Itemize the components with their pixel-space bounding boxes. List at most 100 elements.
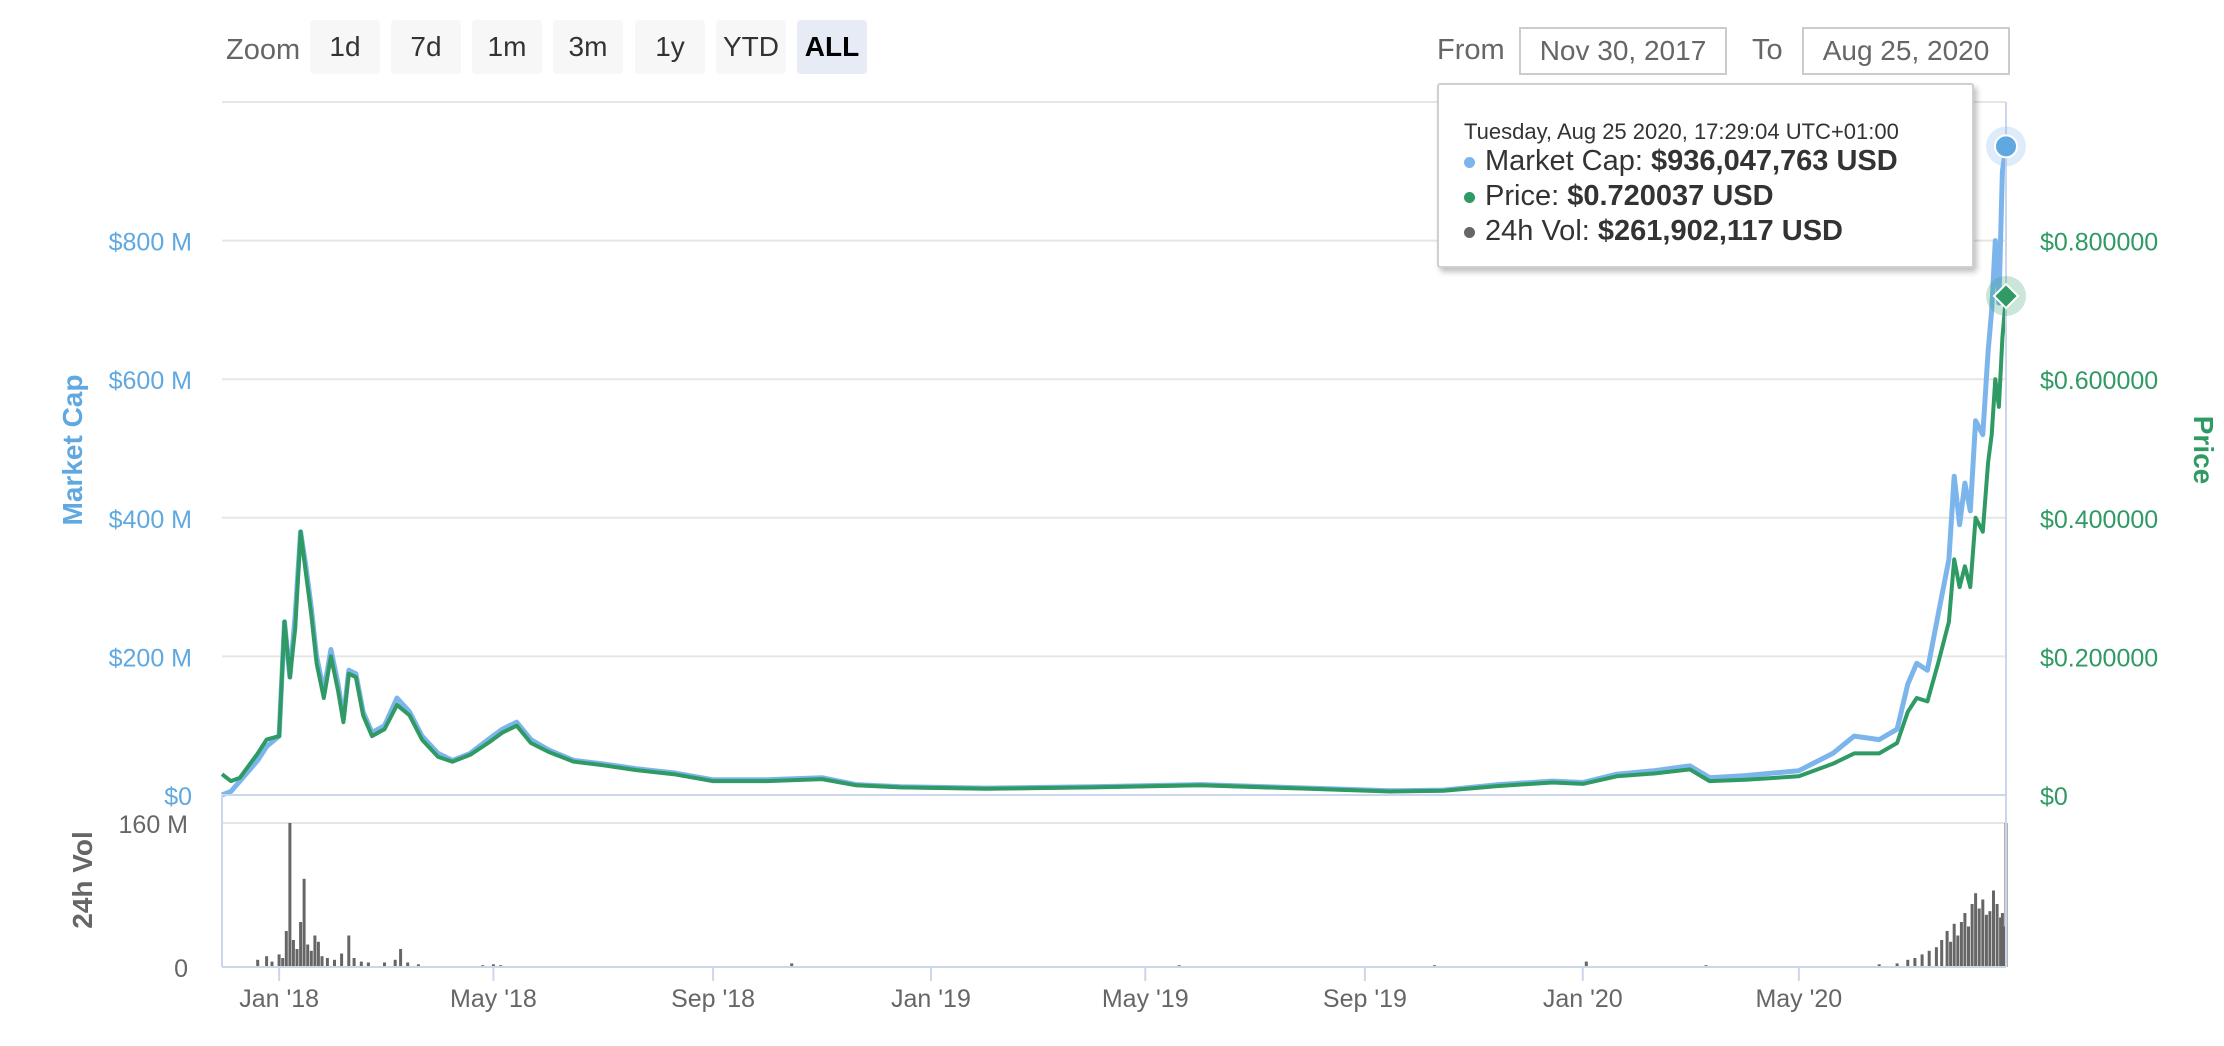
volume-bar <box>1949 941 1953 967</box>
market-cap-dot-icon <box>1464 156 1475 168</box>
range-from-label: From <box>1437 34 1505 66</box>
zoom-1y-button[interactable]: 1y <box>635 20 705 74</box>
zoom-3m-button[interactable]: 3m <box>553 20 623 74</box>
volume-bar <box>333 959 336 967</box>
tooltip-market-cap-value: $936,047,763 USD <box>1651 145 1898 177</box>
volume-bar <box>288 823 292 967</box>
volume-bar <box>340 953 344 967</box>
zoom-ytd-button[interactable]: YTD <box>716 20 786 74</box>
volume-bar <box>383 962 386 967</box>
volume-bar <box>281 958 285 967</box>
volume-bar <box>325 958 329 967</box>
x-tick-label: Jan '20 <box>1543 985 1623 1013</box>
volume-bar <box>2000 913 2004 967</box>
volume-bar <box>316 941 320 967</box>
label-layer: Market Cap Price 24h Vol $0 $200 M $400 M $… <box>57 229 2219 1013</box>
market-cap-hover-marker <box>1994 134 2018 159</box>
volume-bar <box>406 962 410 967</box>
x-tick-label: Jan '18 <box>239 985 319 1013</box>
zoom-1d-button[interactable]: 1d <box>310 20 380 74</box>
volume-tick-label: 0 <box>174 955 188 983</box>
volume-bar <box>1956 935 1960 967</box>
axis-layer <box>221 102 2007 968</box>
x-tick-label: May '18 <box>450 985 537 1013</box>
volume-bar <box>1963 913 1967 967</box>
volume-bar <box>1906 959 1910 967</box>
volume-bar <box>302 878 306 967</box>
range-to-input[interactable]: Aug 25, 2020 <box>1802 27 2010 75</box>
volume-bar <box>320 956 324 967</box>
x-tick-label: Sep '18 <box>671 985 755 1013</box>
zoom-7d-button[interactable]: 7d <box>391 20 461 74</box>
volume-axis-title: 24h Vol <box>67 831 98 929</box>
volume-bar <box>1970 904 1974 967</box>
tooltip-volume-row: 24h Vol: $261,902,117 USD <box>1464 215 1843 248</box>
market-cap-tick-label: $400 M <box>109 506 192 534</box>
volume-bar <box>1977 908 1981 967</box>
price-tick-label: $0.800000 <box>2040 229 2158 257</box>
volume-bar <box>313 935 317 967</box>
volume-bar <box>1995 904 1999 967</box>
volume-bar <box>265 956 269 967</box>
market-cap-tick-label: $200 M <box>109 644 192 672</box>
price-hover-marker <box>1992 282 2020 310</box>
price-tick-label: $0.600000 <box>2040 367 2158 395</box>
x-tick-label: May '19 <box>1102 985 1189 1013</box>
price-tick-label: $0.200000 <box>2040 644 2158 672</box>
volume-bar <box>277 954 281 967</box>
range-from-input[interactable]: Nov 30, 2017 <box>1519 27 1727 75</box>
volume-bar <box>347 935 351 967</box>
volume-bar <box>1945 931 1949 967</box>
volume-bar <box>790 963 794 967</box>
volume-bar <box>1920 954 1924 967</box>
zoom-all-button[interactable]: ALL <box>797 20 867 74</box>
volume-bar <box>1981 899 1985 967</box>
volume-bar <box>491 964 495 967</box>
zoom-label: Zoom <box>226 34 301 66</box>
market-cap-tick-label: $600 M <box>109 367 192 395</box>
tooltip-price-value: $0.720037 USD <box>1567 180 1774 212</box>
volume-bar <box>270 961 274 967</box>
volume-bar <box>1988 911 1992 967</box>
volume-dot-icon <box>1464 226 1475 238</box>
volume-bar <box>1984 914 1988 967</box>
tooltip-volume-value: $261,902,117 USD <box>1597 215 1843 247</box>
tooltip-market-cap-label: Market Cap: <box>1485 145 1643 177</box>
range-to-label: To <box>1752 34 1783 66</box>
grid-layer <box>222 101 2006 981</box>
volume-bar <box>1967 926 1970 967</box>
volume-bar <box>299 922 303 967</box>
tooltip-price-label: Price: <box>1485 180 1560 212</box>
price-tick-label: $0.400000 <box>2040 506 2158 534</box>
price-axis-title: Price <box>2188 416 2219 485</box>
x-tick-label: Sep '19 <box>1323 985 1407 1013</box>
volume-bar <box>416 964 420 967</box>
price-line <box>220 295 2008 794</box>
tooltip-price-row: Price: $0.720037 USD <box>1464 180 1774 213</box>
market-cap-tick-label: $800 M <box>109 229 192 257</box>
volume-bar <box>306 944 310 967</box>
tooltip-market-cap-row: Market Cap: $936,047,763 USD <box>1464 145 1898 178</box>
volume-bar <box>1877 964 1881 967</box>
zoom-1m-button[interactable]: 1m <box>472 20 542 74</box>
volume-tick-label: 160 M <box>119 811 188 839</box>
volume-bar <box>1934 947 1938 967</box>
volume-bar <box>1584 961 1588 967</box>
x-tick-label: May '20 <box>1755 985 1842 1013</box>
volume-bar <box>366 962 370 967</box>
volume-bar <box>1992 890 1995 967</box>
volume-bar <box>399 949 403 967</box>
volume-bar <box>393 959 397 967</box>
series-layer <box>220 146 2009 798</box>
market-cap-axis-title: Market Cap <box>57 375 88 526</box>
market-cap-tick-label: $0 <box>164 783 192 811</box>
volume-bar <box>1927 950 1931 967</box>
volume-bar <box>256 959 260 967</box>
volume-bar <box>1913 958 1917 967</box>
volume-bar <box>1959 922 1963 967</box>
price-dot-icon <box>1464 191 1475 203</box>
volume-bar <box>291 940 295 967</box>
volume-bar <box>1940 940 1944 967</box>
tooltip-timestamp: Tuesday, Aug 25 2020, 17:29:04 UTC+01:00 <box>1464 119 1899 144</box>
